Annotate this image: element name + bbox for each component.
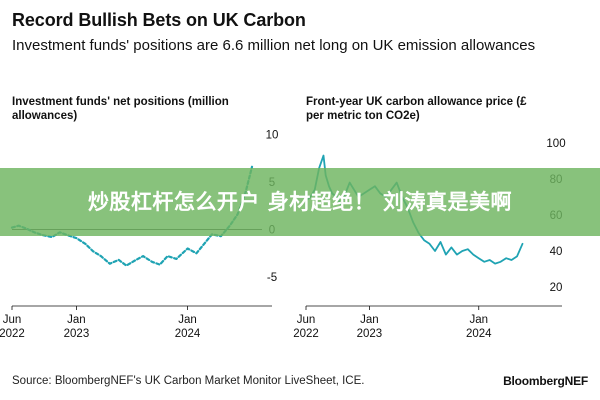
chart-title-line: per metric ton CO2e) [306, 110, 420, 122]
x-tick-label: Jun [297, 314, 316, 326]
overlay-banner [0, 168, 600, 236]
page-title: Record Bullish Bets on UK Carbon [12, 10, 306, 30]
y-tick-label: 10 [266, 130, 279, 142]
x-tick-label: 2023 [64, 328, 90, 340]
x-tick-label: Jan [67, 314, 86, 326]
chart-allowance-price: Front-year UK carbon allowance price (£ p… [293, 96, 565, 340]
x-tick-label: Jun [3, 314, 22, 326]
x-tick-label: 2023 [357, 328, 383, 340]
brand-logo: BloombergNEF [503, 374, 588, 388]
x-tick-label: Jan [178, 314, 197, 326]
chart-title-line: Front-year UK carbon allowance price (£ [306, 96, 527, 108]
y-tick-label: 100 [546, 138, 565, 150]
series-line [10, 165, 254, 267]
x-tick-label: 2022 [293, 328, 319, 340]
page-subtitle: Investment funds' positions are 6.6 mill… [12, 37, 536, 54]
y-tick-label: 40 [550, 246, 563, 258]
chart-title-line: Investment funds' net positions (million [12, 96, 229, 108]
chart-net-positions: Investment funds' net positions (million… [0, 96, 278, 340]
y-tick-label: 20 [550, 282, 563, 294]
x-tick-label: 2022 [0, 328, 25, 340]
source-note: Source: BloombergNEF's UK Carbon Market … [12, 375, 365, 387]
x-tick-label: Jan [469, 314, 488, 326]
y-tick-label: -5 [267, 272, 277, 284]
chart-title-line: allowances) [12, 110, 77, 122]
x-tick-label: 2024 [175, 328, 201, 340]
overlay-text: 炒股杠杆怎么开户 身材超绝！ 刘涛真是美啊 [87, 190, 513, 214]
x-tick-label: Jan [360, 314, 379, 326]
x-tick-label: 2024 [466, 328, 492, 340]
